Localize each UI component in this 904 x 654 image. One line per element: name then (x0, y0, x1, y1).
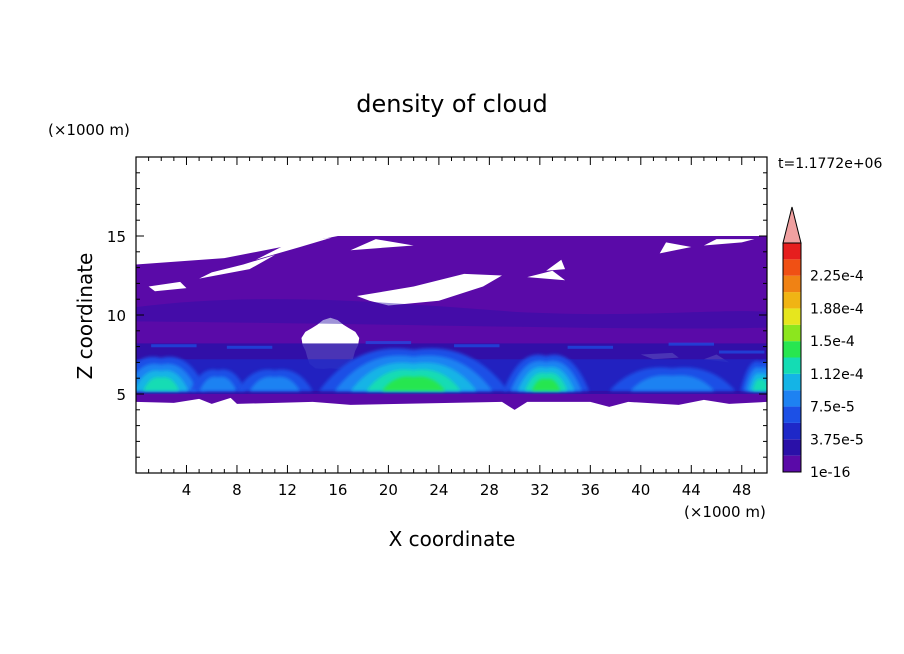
clear-region (199, 254, 275, 279)
clear-region (659, 242, 692, 254)
x-tick-label: 40 (631, 481, 650, 499)
cloud-core-level (531, 378, 561, 391)
x-tick-label: 48 (732, 481, 751, 499)
colorbar-swatch (783, 292, 801, 309)
y-axis-label: Z coordinate (73, 253, 97, 380)
clear-region (703, 239, 755, 246)
cloud-core-level (249, 376, 301, 391)
cloud-core-level (382, 376, 446, 391)
colorbar-swatch (783, 439, 801, 456)
colorbar-label: 1.5e-4 (810, 334, 855, 350)
colorbar-swatch (783, 259, 801, 276)
density-streak (719, 350, 765, 354)
time-label: t=1.1772e+06 (778, 156, 882, 172)
x-tick-label: 16 (328, 481, 347, 499)
colorbar-swatch (783, 406, 801, 423)
x-tick-label: 28 (480, 481, 499, 499)
clear-region (136, 232, 767, 265)
colorbar-swatch (783, 357, 801, 374)
y-unit-label: (×1000 m) (48, 121, 130, 139)
x-unit-label: (×1000 m) (684, 503, 766, 521)
colorbar-label: 1.12e-4 (810, 367, 864, 383)
cloud-core-level (143, 377, 180, 391)
clear-region (350, 239, 414, 251)
density-streak (365, 341, 412, 345)
clear-region (546, 259, 566, 271)
density-streak (668, 342, 714, 346)
colorbar-label: 1e-16 (810, 465, 850, 481)
density-streak (454, 344, 500, 348)
colorbar-frame (782, 242, 802, 473)
cloud-core-level (199, 376, 237, 391)
y-tick-label: 15 (107, 228, 126, 246)
colorbar-label: 2.25e-4 (810, 269, 864, 285)
x-tick-label: 24 (429, 481, 448, 499)
colorbar-overflow-triangle (782, 206, 802, 244)
colorbar-swatch (783, 390, 801, 407)
clear-region (356, 273, 502, 306)
clear-region (527, 270, 566, 281)
clear-region (255, 237, 332, 260)
colorbar-swatch (783, 341, 801, 358)
colorbar-label: 7.5e-5 (810, 400, 855, 416)
x-tick-label: 44 (682, 481, 701, 499)
x-tick-label: 36 (581, 481, 600, 499)
x-tick-label: 12 (278, 481, 297, 499)
cloud-core-level (630, 375, 715, 391)
colorbar-swatch (783, 275, 801, 293)
x-axis-label: X coordinate (389, 527, 516, 551)
chart-title: density of cloud (356, 90, 547, 118)
x-tick-label: 32 (530, 481, 549, 499)
density-streak (151, 344, 197, 348)
colorbar-label: 1.88e-4 (810, 301, 864, 317)
y-tick-label: 10 (107, 307, 126, 325)
colorbar: 1e-16 3.75e-5 7.5e-5 1.12e-4 1.5e-4 1.88e-4 2.… (782, 206, 864, 481)
colorbar-swatch (783, 308, 801, 325)
x-tick-label: 4 (182, 481, 192, 499)
colorbar-swatch (783, 324, 801, 342)
upper-layer (136, 299, 767, 329)
x-tick-label: 20 (379, 481, 398, 499)
colorbar-swatch (783, 455, 801, 472)
cloud-density-field (136, 232, 767, 410)
colorbar-swatch (783, 422, 801, 440)
x-tick-label: 8 (232, 481, 242, 499)
colorbar-label: 3.75e-5 (810, 432, 864, 448)
cloud-core-level (752, 378, 767, 391)
density-streak (226, 345, 273, 349)
clear-region (148, 281, 187, 292)
density-streak (567, 345, 614, 349)
colorbar-swatch (783, 243, 801, 260)
y-tick-label: 5 (116, 386, 126, 404)
colorbar-swatch (783, 373, 801, 391)
